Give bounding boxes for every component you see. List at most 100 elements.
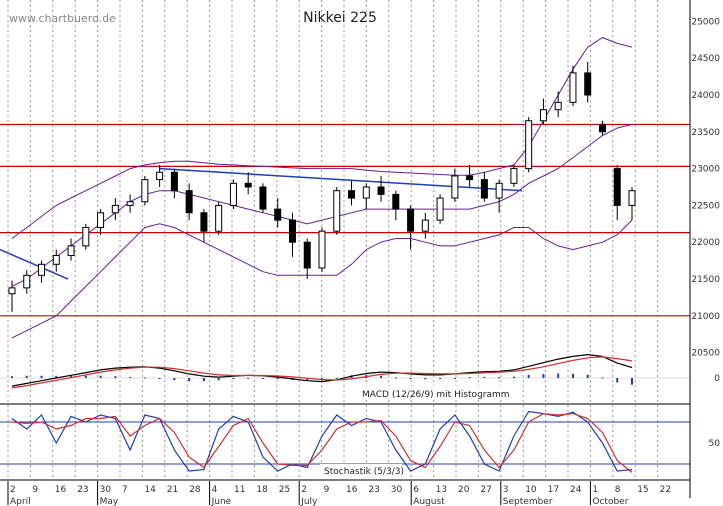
stoch-label: Stochastik (5/3/3): [324, 467, 404, 477]
x-tick-label: 20: [458, 485, 470, 495]
candle-body: [215, 204, 223, 232]
x-tick-label: 6: [413, 485, 419, 495]
macd-histogram-bar: [129, 377, 132, 379]
macd-histogram-bar: [25, 375, 28, 378]
price-tick-label: 23500: [691, 128, 720, 138]
macd-histogram-bar: [247, 377, 250, 379]
x-tick-label: 30: [391, 485, 403, 495]
macd-histogram-bar: [173, 378, 176, 381]
candle-body: [170, 171, 178, 192]
candle-body: [628, 190, 636, 206]
price-tick-label: 23000: [691, 165, 720, 175]
x-tick-label: 25: [279, 485, 290, 495]
macd-histogram-bar: [483, 376, 486, 378]
candle-body: [392, 193, 400, 210]
macd-histogram-bar: [306, 378, 309, 381]
candle-body: [510, 168, 518, 184]
x-tick-label: 7: [122, 485, 128, 495]
macd-histogram-bar: [335, 377, 338, 379]
candle-body: [466, 175, 474, 181]
x-tick-label: 11: [234, 485, 245, 495]
candle-body: [185, 190, 193, 214]
candle-body: [333, 190, 341, 232]
candle-body: [141, 179, 149, 203]
macd-line: [11, 353, 633, 387]
x-tick-label: 8: [615, 485, 621, 495]
macd-histogram-bar: [99, 375, 102, 378]
macd-histogram-bar: [40, 375, 43, 378]
x-tick-label: 17: [548, 485, 559, 495]
candle-body: [8, 287, 16, 295]
candle-body: [67, 245, 75, 256]
macd-histogram-bar: [409, 378, 412, 379]
month-label: April: [10, 497, 31, 506]
candle-body: [156, 171, 164, 181]
macd-histogram-bar: [158, 378, 161, 379]
candle-body: [495, 182, 503, 199]
macd-histogram-bar: [276, 378, 279, 380]
macd-histogram-bar: [114, 376, 117, 378]
price-tick-label: 20500: [691, 349, 720, 359]
macd-histogram-bar: [468, 377, 471, 379]
stoch-d-line: [11, 412, 633, 473]
macd-tick-label: 0: [714, 374, 720, 384]
macd-histogram-bar: [601, 377, 604, 379]
candle-body: [584, 72, 592, 96]
month-label: September: [503, 497, 553, 506]
macd-histogram-bar: [542, 373, 545, 378]
chart-title: Nikkei 225: [303, 10, 377, 26]
candle-body: [613, 168, 621, 206]
macd-histogram-bar: [261, 378, 264, 379]
price-tick-label: 24000: [691, 91, 720, 101]
macd-histogram-bar: [586, 374, 589, 378]
x-tick-label: 30: [100, 485, 112, 495]
macd-histogram-bar: [202, 378, 205, 382]
x-tick-label: 22: [660, 485, 671, 495]
candle-body: [348, 190, 356, 199]
price-tick-label: 21500: [691, 275, 720, 285]
macd-signal-line: [11, 356, 633, 389]
x-tick-label: 21: [167, 485, 178, 495]
stoch-label-bg: [320, 464, 402, 477]
macd-histogram-bar: [188, 378, 191, 382]
macd-histogram-bar: [527, 374, 530, 378]
x-tick-label: 28: [189, 485, 201, 495]
macd-histogram-bar: [424, 378, 427, 380]
candle-body: [23, 274, 31, 289]
price-tick-label: 22500: [691, 201, 720, 211]
x-tick-label: 16: [346, 485, 358, 495]
candle-body: [200, 212, 208, 232]
macd-histogram-bar: [439, 378, 442, 379]
month-label: July: [300, 497, 318, 506]
x-tick-label: 3: [503, 485, 509, 495]
candle-body: [480, 179, 488, 199]
x-tick-label: 24: [570, 485, 582, 495]
macd-histogram-bar: [394, 377, 397, 379]
macd-histogram-bar: [84, 375, 87, 378]
x-tick-label: 23: [368, 485, 379, 495]
candle-body: [377, 186, 385, 195]
price-tick-label: 24500: [691, 54, 720, 64]
candle-body: [362, 186, 370, 199]
macd-label-bg: [357, 386, 503, 400]
x-tick-label: 4: [212, 485, 218, 495]
x-tick-label: 14: [144, 485, 156, 495]
month-label: May: [100, 497, 119, 506]
candle-body: [554, 101, 562, 111]
macd-histogram-bar: [512, 376, 515, 378]
bollinger-line: [11, 219, 633, 339]
trend-line: [159, 167, 523, 192]
macd-histogram-bar: [55, 375, 58, 378]
x-tick-label: 2: [10, 485, 16, 495]
candle-body: [569, 72, 577, 103]
macd-label: MACD (12/26/9) mit Histogramm: [362, 390, 510, 400]
macd-histogram-bar: [232, 378, 235, 379]
x-tick-label: 18: [256, 485, 268, 495]
x-tick-label: 16: [55, 485, 67, 495]
x-tick-label: 2: [301, 485, 307, 495]
stoch-tick-label: 50: [709, 439, 721, 449]
x-tick-label: 13: [436, 485, 447, 495]
candle-body: [436, 197, 444, 221]
candle-body: [274, 208, 282, 221]
